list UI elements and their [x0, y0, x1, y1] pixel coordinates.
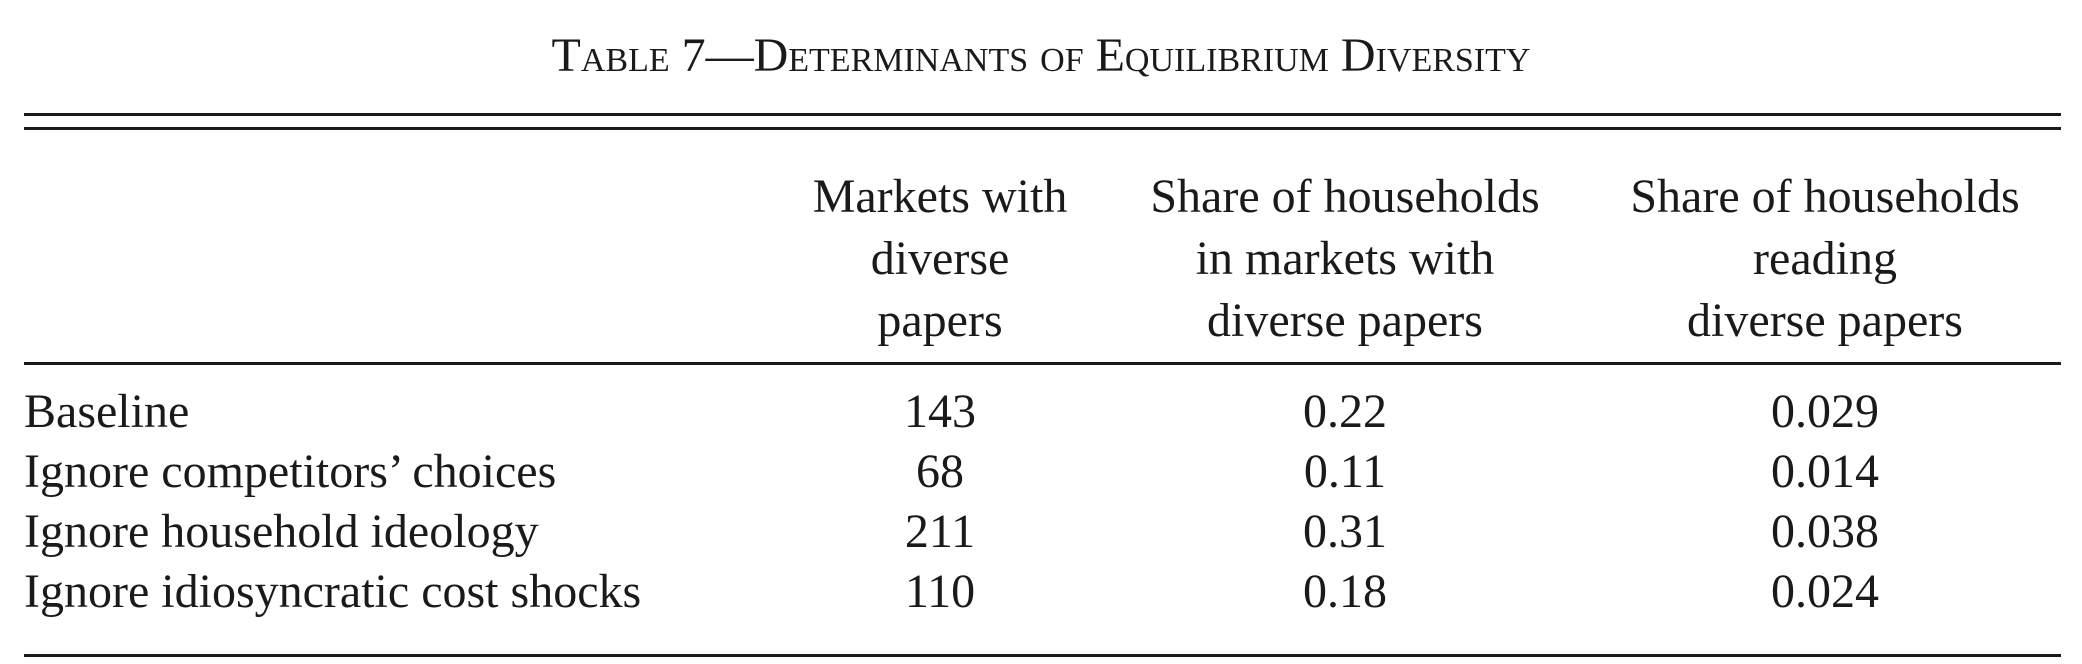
cell-markets: 110	[904, 565, 976, 618]
table-row: Ignore competitors’ choices 68 0.11 0.01…	[0, 442, 2082, 502]
cell-markets: 211	[904, 505, 976, 558]
table-title: Determinants of Equilibrium Diversity	[753, 29, 1531, 82]
top-rule-1	[24, 113, 2061, 116]
table-caption: Table 7—Determinants of Equilibrium Dive…	[0, 26, 2082, 86]
column-header-line: reading	[1753, 232, 1897, 285]
column-header-line: papers	[877, 294, 1003, 347]
cell-share-in-markets: 0.22	[1303, 385, 1387, 438]
table-row: Ignore idiosyncratic cost shocks 110 0.1…	[0, 562, 2082, 622]
column-header-line: Share of households	[1150, 170, 1540, 223]
cell-share-in-markets: 0.11	[1303, 445, 1387, 498]
column-header-line: diverse papers	[1687, 294, 1963, 347]
cell-share-reading: 0.038	[1771, 505, 1879, 558]
column-header-markets: Markets with diverse papers	[790, 166, 1090, 352]
column-header-share-reading: Share of households reading diverse pape…	[1590, 166, 2060, 352]
cell-share-reading: 0.029	[1771, 385, 1879, 438]
cell-share-reading: 0.024	[1771, 565, 1879, 618]
cell-share-in-markets: 0.18	[1303, 565, 1387, 618]
row-label: Ignore competitors’ choices	[24, 445, 557, 498]
column-header-share-in-markets: Share of households in markets with dive…	[1110, 166, 1580, 352]
cell-markets: 68	[916, 445, 964, 498]
column-header-line: in markets with	[1195, 232, 1495, 285]
cell-markets: 143	[904, 385, 976, 438]
table-row: Baseline 143 0.22 0.029	[0, 382, 2082, 442]
column-header-line: Share of households	[1630, 170, 2020, 223]
column-header-line: Markets with	[812, 170, 1068, 223]
table-row: Ignore household ideology 211 0.31 0.038	[0, 502, 2082, 562]
column-header-line: diverse	[870, 232, 1010, 285]
row-label: Ignore idiosyncratic cost shocks	[24, 565, 642, 618]
table-number: Table 7—	[551, 29, 754, 82]
row-label: Ignore household ideology	[24, 505, 539, 558]
top-rule-2	[24, 127, 2061, 130]
cell-share-in-markets: 0.31	[1303, 505, 1387, 558]
bottom-rule	[24, 654, 2061, 657]
row-label: Baseline	[24, 385, 190, 438]
column-header-line: diverse papers	[1207, 294, 1483, 347]
header-rule	[24, 362, 2061, 365]
cell-share-reading: 0.014	[1771, 445, 1879, 498]
